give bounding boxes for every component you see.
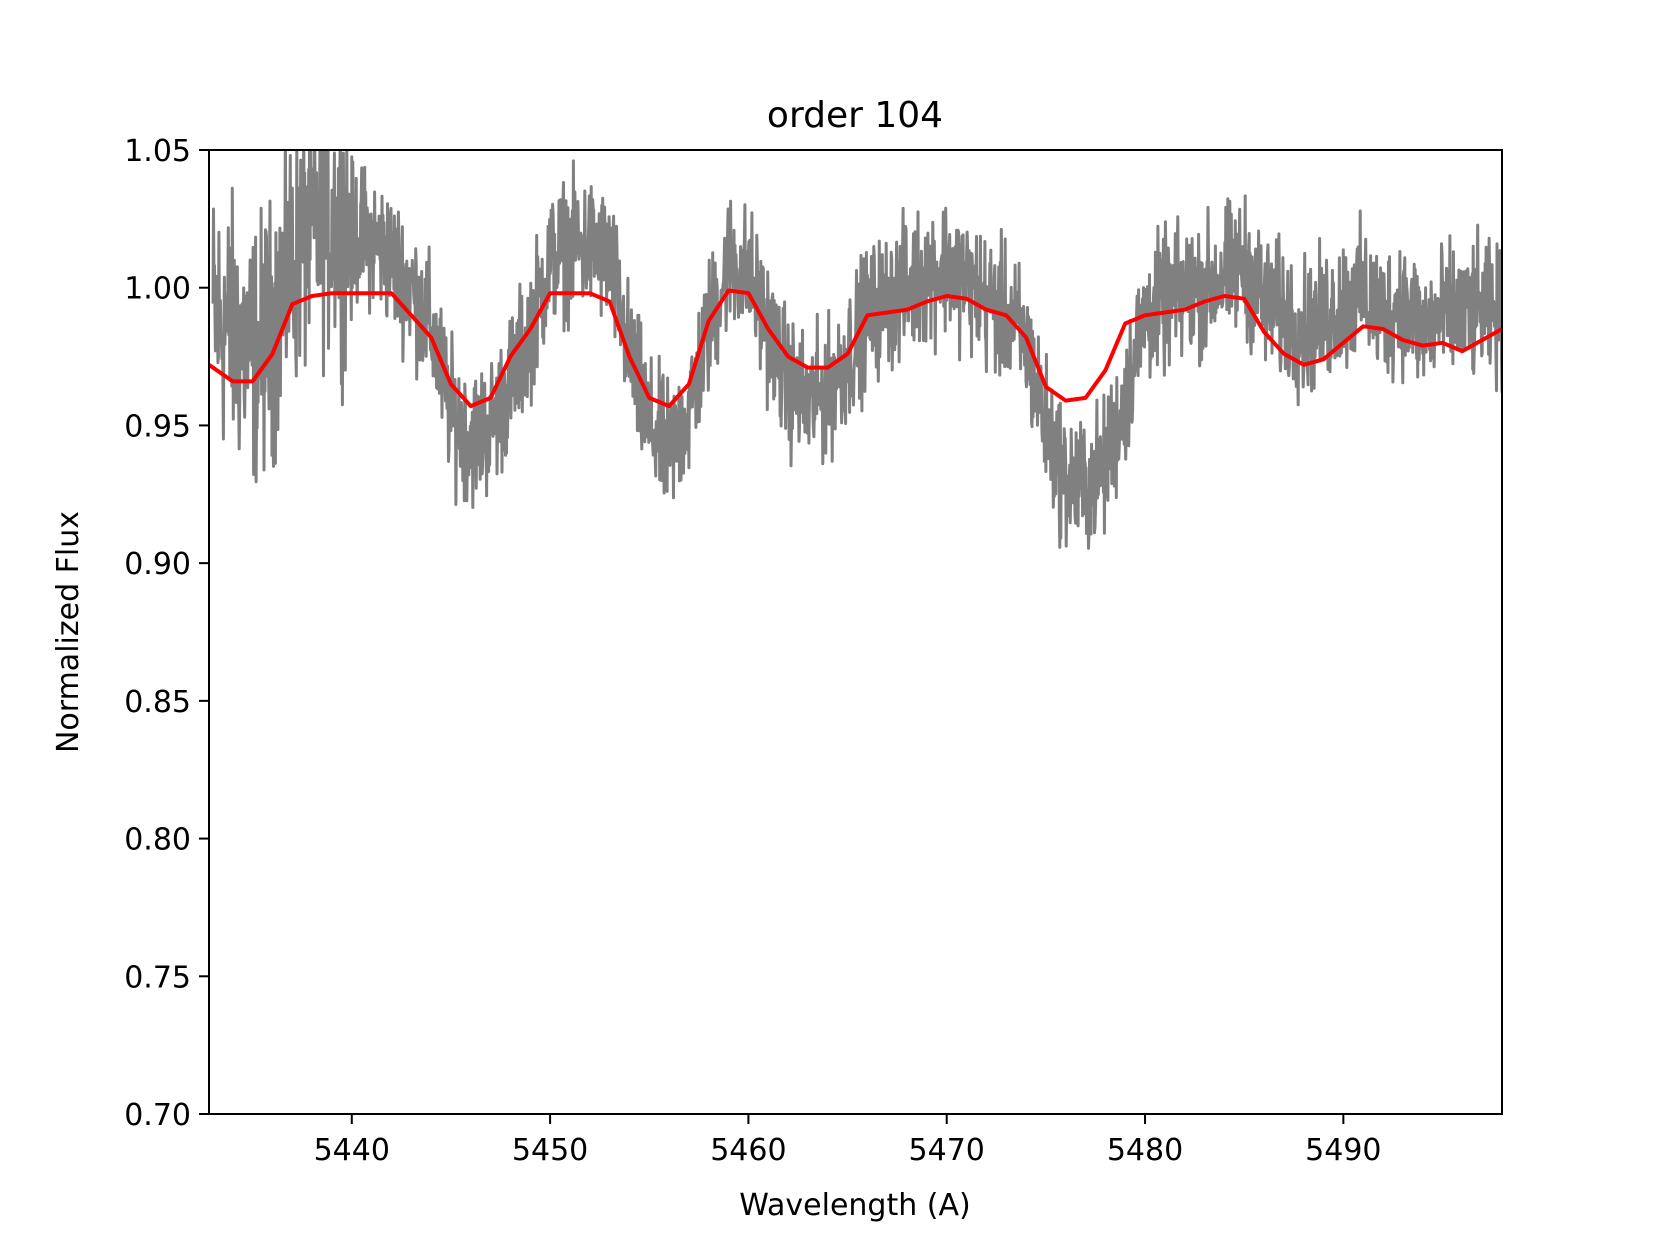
plot-area <box>209 150 1502 550</box>
y-tick-label: 0.95 <box>124 409 191 444</box>
observed-spectrum-line <box>211 150 1502 550</box>
x-tick-label: 5480 <box>1107 1133 1183 1168</box>
x-tick-label: 5490 <box>1305 1133 1381 1168</box>
x-tick-label: 5460 <box>710 1133 786 1168</box>
x-axis-label: Wavelength (A) <box>739 1188 970 1223</box>
y-tick-label: 0.70 <box>124 1098 191 1133</box>
x-axis: 5440 5450 5460 5470 5480 5490 <box>314 1114 1382 1168</box>
y-tick-label: 0.80 <box>124 823 191 858</box>
y-axis: 0.70 0.75 0.80 0.85 0.90 0.95 1.00 1.05 <box>124 134 209 1133</box>
x-tick-label: 5450 <box>512 1133 588 1168</box>
series-layer <box>209 150 1502 550</box>
chart-title: order 104 <box>767 95 943 136</box>
y-tick-label: 1.00 <box>124 272 191 307</box>
x-tick-label: 5440 <box>314 1133 390 1168</box>
y-tick-label: 0.85 <box>124 685 191 720</box>
model-spectrum-line <box>209 288 1502 409</box>
y-tick-label: 0.75 <box>124 960 191 995</box>
y-tick-label: 1.05 <box>124 134 191 169</box>
y-axis-label: Normalized Flux <box>51 511 86 753</box>
y-tick-label: 0.90 <box>124 547 191 582</box>
x-tick-label: 5470 <box>909 1133 985 1168</box>
axes-frame <box>208 149 1503 1115</box>
